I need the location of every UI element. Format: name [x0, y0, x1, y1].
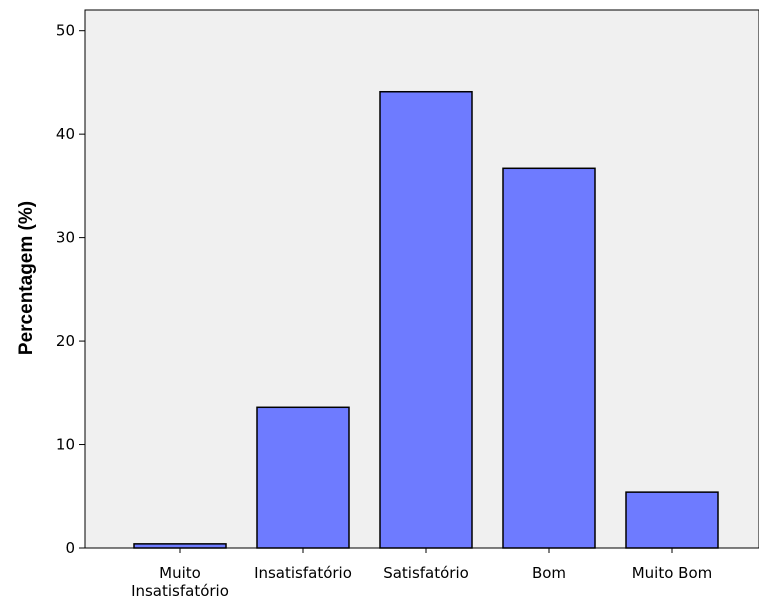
bar [256, 406, 350, 549]
y-tick-label: 10 [56, 436, 75, 454]
bar [625, 491, 719, 549]
y-tick-label: 40 [56, 125, 75, 143]
x-tick-label: Muito Insatisfatório [131, 564, 229, 600]
x-axis-labels: Muito Insatisfatório Insatisfatório Satisfa… [131, 548, 712, 600]
y-axis-title: Percentagem (%) [16, 201, 37, 355]
x-tick-label: Insatisfatório [254, 564, 352, 582]
y-axis: 0 10 20 30 40 50 [56, 22, 85, 557]
bar [133, 543, 227, 549]
y-tick-label: 0 [65, 539, 75, 557]
y-tick-label: 20 [56, 332, 75, 350]
y-tick-label: 50 [56, 22, 75, 40]
x-tick-label: Bom [532, 564, 566, 582]
bars [133, 90, 719, 549]
bar [379, 90, 473, 549]
x-tick-label: Muito Bom [632, 564, 713, 582]
x-tick-label: Satisfatório [383, 564, 469, 582]
bar [502, 167, 596, 549]
y-tick-label: 30 [56, 229, 75, 247]
